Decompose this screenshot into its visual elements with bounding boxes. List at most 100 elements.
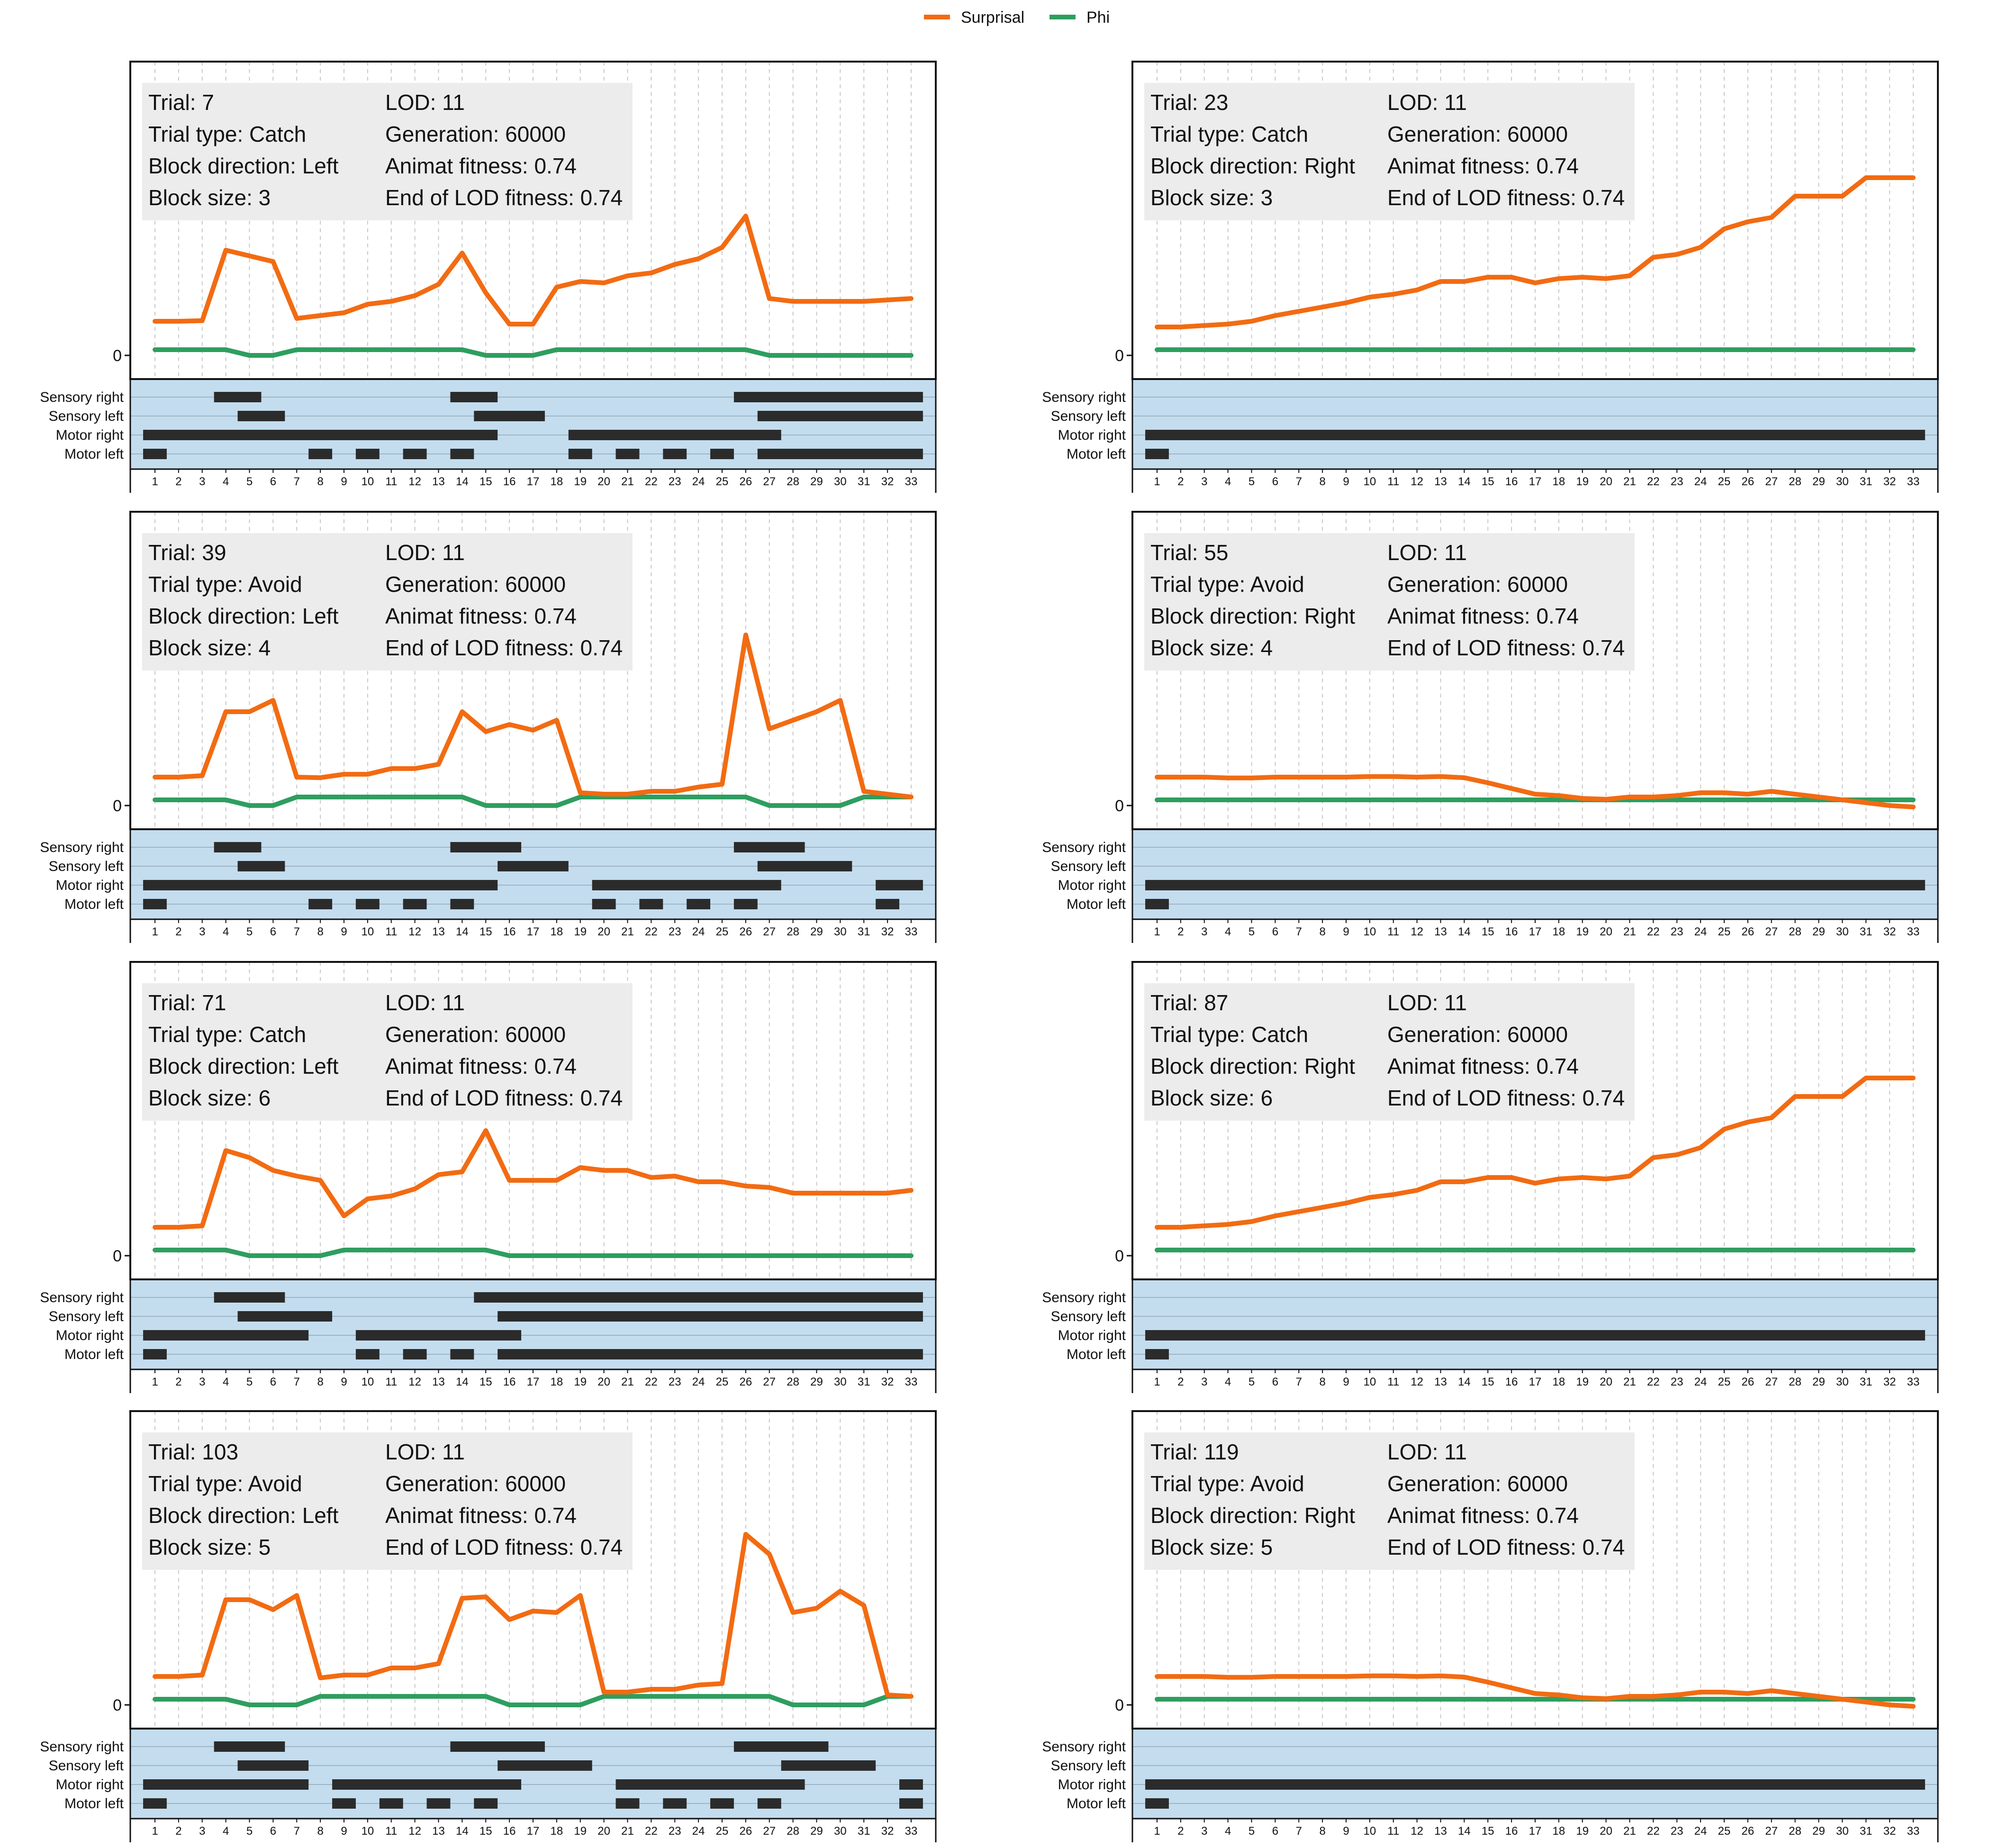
state-row-label: Motor left — [64, 446, 124, 462]
info-text: Generation: 60000 — [1387, 572, 1568, 597]
info-text: LOD: 11 — [1387, 990, 1467, 1015]
info-text: Generation: 60000 — [385, 1471, 566, 1496]
state-bar — [615, 1779, 805, 1790]
state-bar — [450, 899, 474, 909]
state-bar — [1145, 899, 1169, 909]
x-tick-label: 13 — [1434, 925, 1447, 938]
x-tick-label: 22 — [645, 925, 658, 938]
x-tick-label: 26 — [740, 1376, 752, 1388]
info-box — [142, 533, 633, 670]
info-text: Animat fitness: 0.74 — [1387, 604, 1579, 628]
series-line-surprisal — [1155, 774, 1916, 809]
x-tick-label: 2 — [1177, 475, 1184, 488]
x-tick-label: 9 — [341, 1376, 347, 1388]
x-tick-label: 32 — [1883, 475, 1896, 488]
state-row-label: Sensory right — [1042, 1290, 1126, 1305]
x-tick-label: 15 — [1482, 925, 1494, 938]
x-tick-label: 16 — [503, 475, 516, 488]
x-tick-label: 13 — [1434, 1376, 1447, 1388]
info-text: Block size: 4 — [148, 635, 271, 660]
info-text: Trial: 55 — [1150, 540, 1228, 565]
info-box — [1144, 983, 1635, 1121]
x-tick-label: 29 — [1812, 475, 1825, 488]
x-tick-label: 24 — [692, 475, 705, 488]
state-bar — [876, 880, 923, 890]
x-tick-label: 6 — [1272, 1376, 1278, 1388]
info-text: Generation: 60000 — [385, 572, 566, 597]
x-tick-label: 14 — [1458, 925, 1471, 938]
state-bar — [498, 1311, 923, 1322]
x-tick-label: 8 — [317, 925, 323, 938]
state-row-label: Motor right — [1058, 427, 1126, 443]
info-text: Trial: 87 — [1150, 990, 1228, 1015]
state-bar — [355, 449, 380, 459]
info-text: Trial type: Catch — [1150, 1022, 1308, 1047]
x-tick-label: 15 — [479, 475, 492, 488]
state-row-label: Sensory left — [1051, 859, 1126, 874]
x-tick-label: 30 — [834, 925, 847, 938]
state-bar — [733, 392, 923, 402]
x-tick-label: 14 — [456, 1825, 469, 1838]
x-tick-label: 5 — [246, 925, 253, 938]
x-tick-label: 8 — [1319, 475, 1325, 488]
info-text: End of LOD fitness: 0.74 — [385, 1086, 623, 1110]
x-tick-label: 3 — [199, 1376, 205, 1388]
info-text: Generation: 60000 — [1387, 1022, 1568, 1047]
x-tick-label: 23 — [1671, 925, 1683, 938]
x-tick-label: 12 — [408, 1825, 421, 1838]
state-bar — [143, 1330, 309, 1341]
x-tick-label: 27 — [1765, 1825, 1778, 1838]
info-text: Animat fitness: 0.74 — [385, 1054, 577, 1078]
state-row-label: Sensory left — [49, 1309, 124, 1324]
y-tick-label: 0 — [1115, 347, 1124, 365]
x-tick-label: 29 — [1812, 1376, 1825, 1388]
x-tick-label: 12 — [1411, 1825, 1423, 1838]
state-bar — [379, 1798, 403, 1809]
x-tick-label: 27 — [763, 925, 776, 938]
x-tick-label: 17 — [1529, 475, 1542, 488]
state-bar — [332, 1798, 356, 1809]
state-bar — [639, 899, 663, 909]
state-bar — [498, 1760, 592, 1771]
x-tick-label: 15 — [479, 1825, 492, 1838]
x-tick-label: 2 — [175, 1376, 181, 1388]
series-line-phi — [153, 1248, 914, 1258]
info-box — [142, 983, 633, 1121]
state-bar — [237, 1760, 309, 1771]
x-tick-label: 14 — [456, 1376, 469, 1388]
info-text: Trial type: Catch — [148, 1022, 306, 1047]
x-tick-label: 30 — [834, 475, 847, 488]
x-tick-label: 3 — [1201, 1376, 1207, 1388]
state-bar — [1145, 449, 1169, 459]
state-row-label: Motor left — [64, 1347, 124, 1362]
x-tick-label: 14 — [1458, 1825, 1471, 1838]
state-bar — [899, 1779, 923, 1790]
info-text: Block size: 3 — [148, 185, 271, 210]
state-bar — [663, 1798, 687, 1809]
x-tick-label: 28 — [787, 1825, 799, 1838]
x-tick-label: 29 — [1812, 925, 1825, 938]
state-row-label: Motor right — [56, 1777, 124, 1793]
state-bar — [757, 861, 852, 871]
x-tick-label: 22 — [1647, 925, 1660, 938]
x-tick-label: 4 — [1225, 1376, 1231, 1388]
x-tick-label: 32 — [881, 475, 894, 488]
x-tick-label: 24 — [692, 1825, 705, 1838]
state-row-label: Sensory left — [1051, 408, 1126, 424]
x-tick-label: 30 — [1836, 925, 1849, 938]
x-tick-label: 31 — [1860, 475, 1872, 488]
info-text: End of LOD fitness: 0.74 — [385, 635, 623, 660]
x-tick-label: 4 — [223, 925, 229, 938]
x-tick-label: 25 — [716, 1825, 729, 1838]
x-tick-label: 27 — [763, 1825, 776, 1838]
state-bar — [143, 449, 167, 459]
x-tick-label: 13 — [432, 925, 445, 938]
x-tick-label: 29 — [810, 475, 823, 488]
x-tick-label: 24 — [1694, 1376, 1707, 1388]
state-row-label: Sensory right — [40, 1290, 124, 1305]
x-tick-label: 11 — [385, 925, 397, 938]
info-text: Trial: 103 — [148, 1440, 238, 1464]
x-tick-label: 19 — [1576, 1825, 1589, 1838]
x-tick-label: 28 — [787, 1376, 799, 1388]
state-bar — [474, 411, 545, 421]
